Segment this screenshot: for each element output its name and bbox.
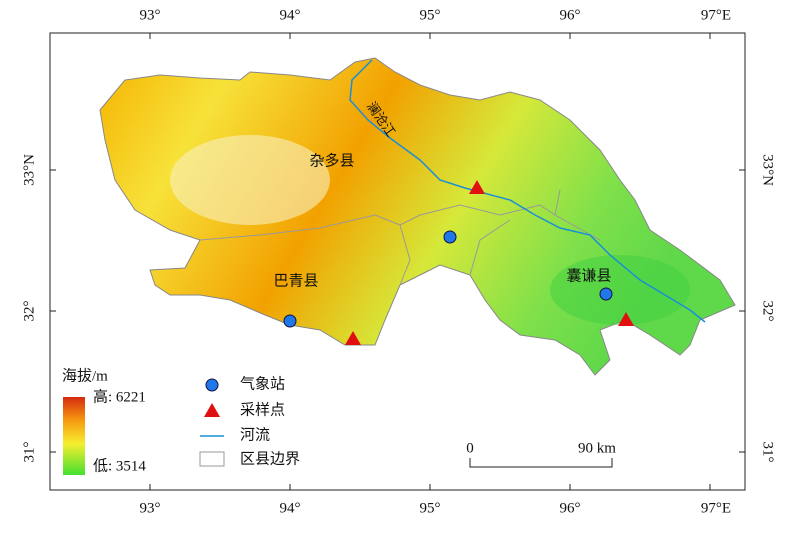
sample-point [345, 331, 361, 345]
legend-item: 采样点 [240, 401, 285, 418]
legend-colorbar [63, 397, 85, 475]
county-label: 巴青县 [273, 272, 318, 289]
axis-labels: 93° 94° 95° 96° 97°E 93° 94° 95° 96° 97°E 33°N 32° 3… [21, 7, 775, 516]
legend-item: 气象站 [240, 375, 285, 392]
y-axis-label: 33°N [21, 154, 37, 186]
legend-item: 区县边界 [240, 450, 300, 467]
legend-symbol [199, 451, 225, 467]
legend-item: 河流 [240, 426, 270, 443]
legend-low: 低: 3514 [93, 457, 146, 474]
valley-shade [550, 255, 690, 325]
legend-symbol [205, 378, 219, 392]
legend-symbol [204, 403, 220, 417]
x-axis-label: 97°E [701, 7, 731, 23]
scale-bar [469, 458, 613, 468]
weather-station [283, 314, 297, 328]
x-axis-label: 95° [420, 7, 441, 23]
county-label: 杂多县 [309, 152, 354, 169]
x-axis-label: 93° [140, 500, 161, 516]
sample-point [618, 312, 634, 326]
y-axis-label: 32° [760, 301, 776, 322]
county-boundary [199, 189, 601, 286]
x-axis-label: 95° [420, 500, 441, 516]
y-axis-label: 32° [21, 301, 37, 322]
y-axis-label: 31° [21, 442, 37, 463]
weather-station [443, 230, 457, 244]
x-axis-label: 96° [560, 7, 581, 23]
scale-end: 90 km [578, 440, 616, 456]
county-label: 囊谦县 [566, 267, 611, 284]
x-axis-label: 96° [560, 500, 581, 516]
weather-station [599, 287, 613, 301]
plateau-shade [170, 135, 330, 225]
y-axis-label: 31° [760, 442, 776, 463]
map-frame [49, 32, 746, 491]
river [349, 59, 706, 323]
x-axis-label: 94° [280, 500, 301, 516]
x-axis-label: 94° [280, 7, 301, 23]
y-axis-label: 33°N [760, 154, 776, 186]
legend-title: 海拔/m [62, 367, 108, 384]
scale-start: 0 [466, 440, 474, 456]
x-axis-label: 97°E [701, 500, 731, 516]
sample-point [469, 180, 485, 194]
ticks [50, 33, 745, 490]
x-axis-label: 93° [140, 7, 161, 23]
legend-high: 高: 6221 [93, 388, 146, 405]
